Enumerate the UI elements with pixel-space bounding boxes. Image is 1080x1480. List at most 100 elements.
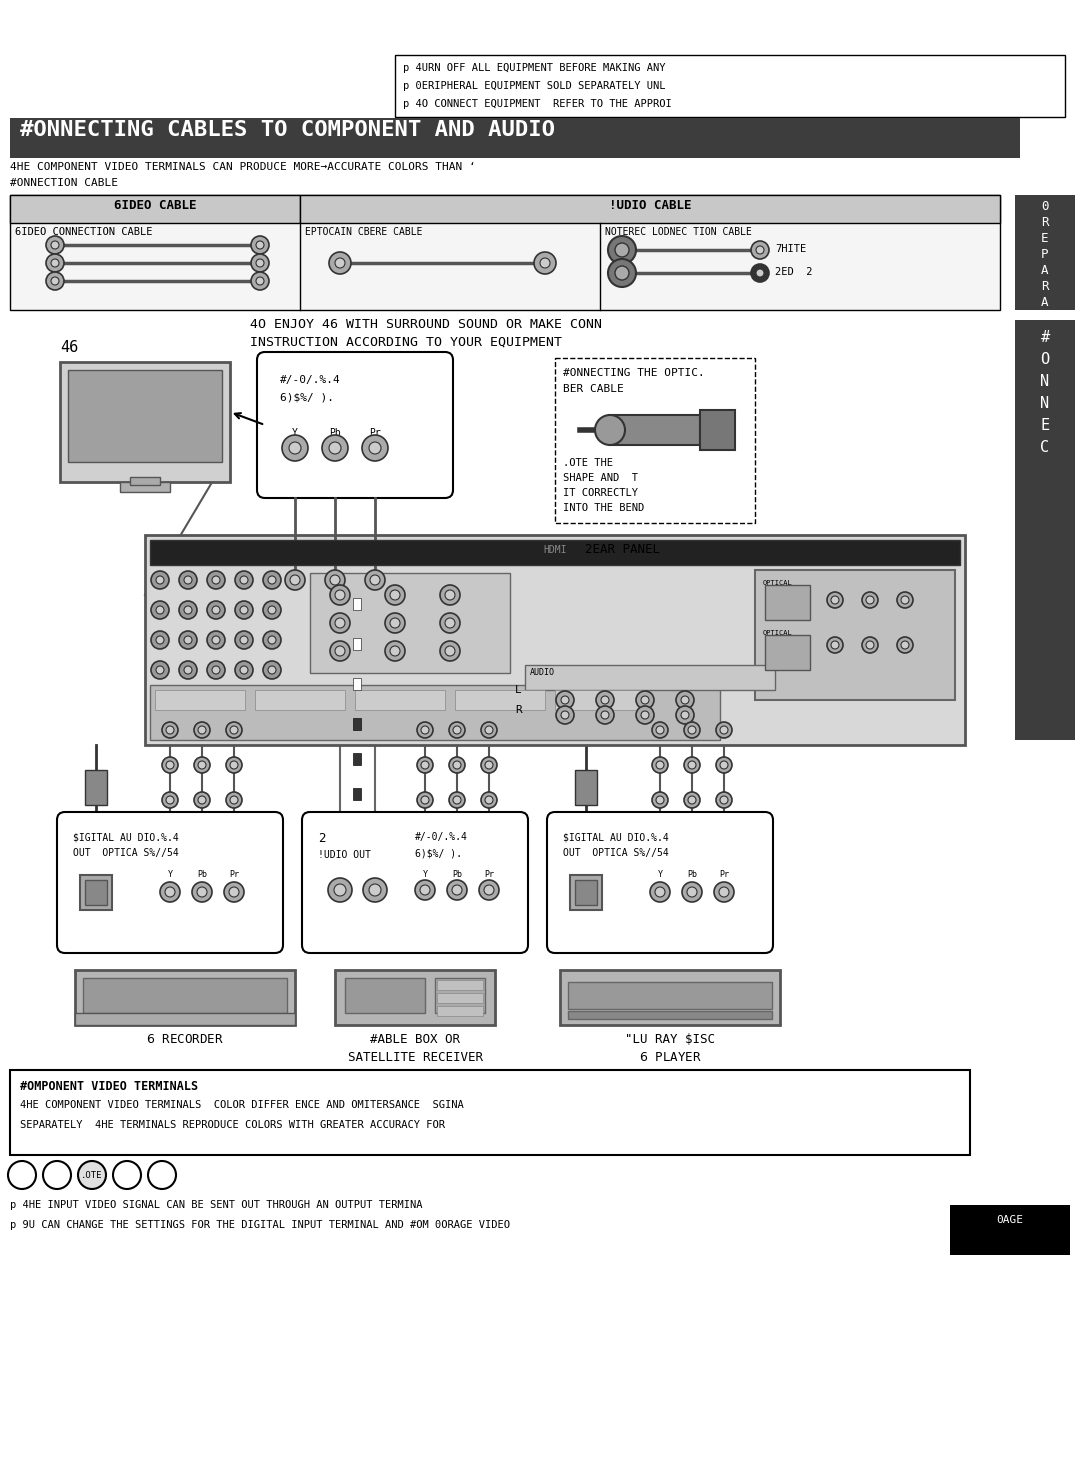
Text: Pr: Pr xyxy=(229,870,239,879)
Circle shape xyxy=(235,601,253,619)
Bar xyxy=(700,410,735,450)
Text: 6IDEO CONNECTION CABLE: 6IDEO CONNECTION CABLE xyxy=(15,226,152,237)
Circle shape xyxy=(240,636,248,644)
Circle shape xyxy=(179,630,197,650)
Circle shape xyxy=(417,792,433,808)
Circle shape xyxy=(156,666,164,673)
Circle shape xyxy=(688,727,696,734)
Circle shape xyxy=(681,696,689,704)
Circle shape xyxy=(676,691,694,709)
Circle shape xyxy=(179,571,197,589)
Bar xyxy=(437,1006,483,1015)
Circle shape xyxy=(656,727,664,734)
Text: p 4O CONNECT EQUIPMENT  REFER TO THE APPROI: p 4O CONNECT EQUIPMENT REFER TO THE APPR… xyxy=(403,99,672,110)
Circle shape xyxy=(384,613,405,633)
Circle shape xyxy=(862,592,878,608)
Circle shape xyxy=(370,576,380,585)
Circle shape xyxy=(481,792,497,808)
Text: SEPARATELY  4HE TERMINALS REPRODUCE COLORS WITH GREATER ACCURACY FOR: SEPARATELY 4HE TERMINALS REPRODUCE COLOR… xyxy=(21,1120,445,1131)
Circle shape xyxy=(330,641,350,662)
Circle shape xyxy=(184,605,192,614)
Circle shape xyxy=(556,691,573,709)
Text: p 0ERIPHERAL EQUIPMENT SOLD SEPARATELY UNL: p 0ERIPHERAL EQUIPMENT SOLD SEPARATELY U… xyxy=(403,81,665,90)
Text: NOTEREC LODNEC TION CABLE: NOTEREC LODNEC TION CABLE xyxy=(605,226,752,237)
Bar xyxy=(335,969,495,1026)
Circle shape xyxy=(449,722,465,739)
Text: !UDIO CABLE: !UDIO CABLE xyxy=(609,198,691,212)
Circle shape xyxy=(652,756,669,773)
Text: O: O xyxy=(1040,352,1050,367)
Circle shape xyxy=(440,613,460,633)
Circle shape xyxy=(113,1160,141,1188)
Circle shape xyxy=(720,727,728,734)
Circle shape xyxy=(198,796,206,804)
Circle shape xyxy=(440,585,460,605)
Circle shape xyxy=(369,443,381,454)
Circle shape xyxy=(165,887,175,897)
Bar xyxy=(353,598,361,610)
Bar xyxy=(150,685,720,740)
Circle shape xyxy=(440,641,460,662)
Circle shape xyxy=(485,727,492,734)
Bar xyxy=(75,1012,295,1026)
Bar xyxy=(575,881,597,904)
Bar xyxy=(83,978,287,1012)
Bar xyxy=(610,414,700,445)
Text: Pb: Pb xyxy=(329,428,341,438)
Circle shape xyxy=(600,696,609,704)
Text: #: # xyxy=(1040,330,1050,345)
Circle shape xyxy=(207,571,225,589)
Circle shape xyxy=(481,722,497,739)
Circle shape xyxy=(291,576,300,585)
Circle shape xyxy=(897,636,913,653)
Bar xyxy=(10,1070,970,1154)
Circle shape xyxy=(600,710,609,719)
Circle shape xyxy=(179,601,197,619)
Bar xyxy=(120,482,170,491)
Circle shape xyxy=(608,259,636,287)
Bar xyxy=(353,787,361,801)
Text: $6$ RECORDER: $6$ RECORDER xyxy=(146,1033,224,1046)
Circle shape xyxy=(328,878,352,901)
Text: Y: Y xyxy=(292,428,298,438)
Circle shape xyxy=(445,591,455,599)
Text: OUT  OPTICA S%//54: OUT OPTICA S%//54 xyxy=(563,848,669,858)
Circle shape xyxy=(688,796,696,804)
Circle shape xyxy=(390,645,400,656)
Text: OUT  OPTICA S%//54: OUT OPTICA S%//54 xyxy=(73,848,179,858)
Bar xyxy=(156,690,245,710)
Circle shape xyxy=(676,706,694,724)
Circle shape xyxy=(330,585,350,605)
Circle shape xyxy=(207,601,225,619)
Circle shape xyxy=(716,756,732,773)
Bar xyxy=(150,540,960,565)
Circle shape xyxy=(151,662,168,679)
Circle shape xyxy=(684,792,700,808)
Text: BER CABLE: BER CABLE xyxy=(563,383,624,394)
Text: p 4HE INPUT VIDEO SIGNAL CAN BE SENT OUT THROUGH AN OUTPUT TERMINA: p 4HE INPUT VIDEO SIGNAL CAN BE SENT OUT… xyxy=(10,1200,422,1211)
Text: R: R xyxy=(1041,280,1049,293)
Bar xyxy=(525,665,775,690)
Bar xyxy=(145,534,966,744)
Circle shape xyxy=(687,887,697,897)
Bar xyxy=(80,875,112,910)
Circle shape xyxy=(330,613,350,633)
Circle shape xyxy=(453,761,461,770)
Circle shape xyxy=(226,756,242,773)
Text: Y: Y xyxy=(658,870,662,879)
Bar xyxy=(395,55,1065,117)
Text: OPTICAL: OPTICAL xyxy=(762,630,793,636)
Bar xyxy=(555,690,645,710)
Circle shape xyxy=(636,706,654,724)
Circle shape xyxy=(384,641,405,662)
Circle shape xyxy=(251,255,269,272)
Circle shape xyxy=(485,761,492,770)
Circle shape xyxy=(684,722,700,739)
Bar xyxy=(355,690,445,710)
Circle shape xyxy=(334,884,346,895)
Bar xyxy=(353,638,361,650)
Circle shape xyxy=(268,636,276,644)
Bar xyxy=(10,118,1020,158)
Bar xyxy=(437,993,483,1003)
Circle shape xyxy=(148,1160,176,1188)
